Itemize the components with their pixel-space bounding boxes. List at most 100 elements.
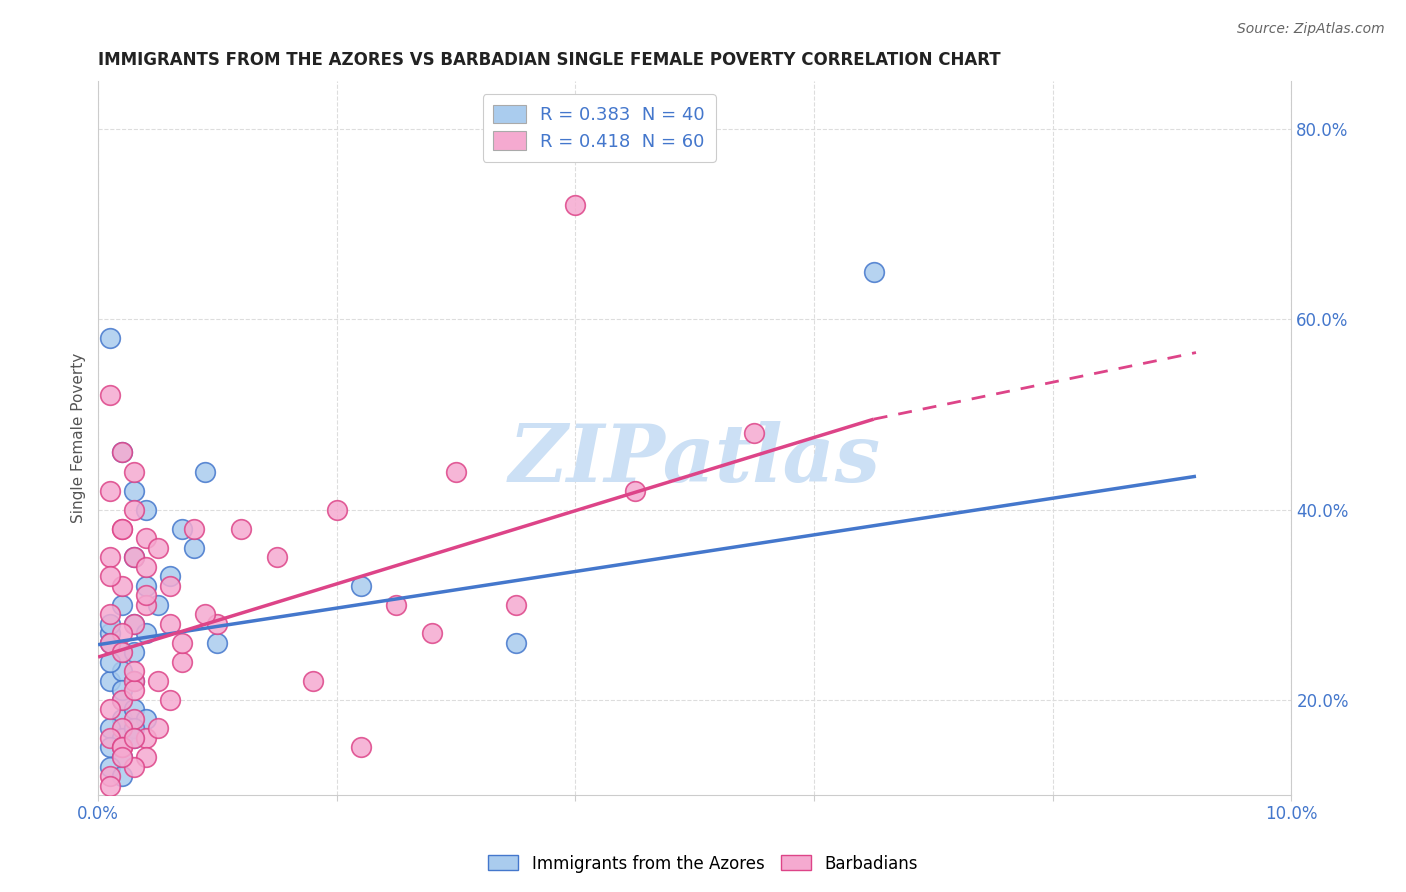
Point <box>122 616 145 631</box>
Point <box>231 522 253 536</box>
Point <box>111 722 134 736</box>
Point <box>624 483 647 498</box>
Point <box>98 483 121 498</box>
Point <box>111 693 134 707</box>
Point <box>122 731 145 745</box>
Point <box>159 569 181 583</box>
Point <box>111 598 134 612</box>
Point <box>98 655 121 669</box>
Point <box>744 426 766 441</box>
Point <box>111 693 134 707</box>
Point <box>98 331 121 345</box>
Text: Source: ZipAtlas.com: Source: ZipAtlas.com <box>1237 22 1385 37</box>
Point <box>111 645 134 659</box>
Point <box>266 550 288 565</box>
Point <box>98 673 121 688</box>
Point <box>122 483 145 498</box>
Point <box>146 673 169 688</box>
Point <box>98 626 121 640</box>
Point <box>98 740 121 755</box>
Point <box>170 636 193 650</box>
Point <box>122 616 145 631</box>
Point <box>444 465 467 479</box>
Point <box>98 702 121 716</box>
Point <box>194 465 217 479</box>
Point <box>122 673 145 688</box>
Point <box>170 522 193 536</box>
Point <box>122 722 145 736</box>
Point <box>135 588 157 602</box>
Point <box>183 541 205 555</box>
Point <box>135 750 157 764</box>
Point <box>207 636 229 650</box>
Point <box>170 655 193 669</box>
Point <box>135 579 157 593</box>
Point <box>111 579 134 593</box>
Point <box>122 683 145 698</box>
Point <box>122 702 145 716</box>
Point <box>135 531 157 545</box>
Point <box>98 722 121 736</box>
Point <box>111 522 134 536</box>
Point <box>122 550 145 565</box>
Point <box>98 388 121 402</box>
Point <box>122 759 145 773</box>
Y-axis label: Single Female Poverty: Single Female Poverty <box>72 353 86 524</box>
Point <box>98 759 121 773</box>
Point <box>111 731 134 745</box>
Point <box>122 645 145 659</box>
Point <box>111 740 134 755</box>
Point <box>98 616 121 631</box>
Point <box>111 445 134 459</box>
Point <box>111 769 134 783</box>
Point <box>122 665 145 679</box>
Point <box>302 673 325 688</box>
Point <box>98 636 121 650</box>
Point <box>194 607 217 622</box>
Point <box>111 750 134 764</box>
Point <box>159 579 181 593</box>
Text: ZIPatlas: ZIPatlas <box>509 421 880 499</box>
Point <box>135 731 157 745</box>
Text: IMMIGRANTS FROM THE AZORES VS BARBADIAN SINGLE FEMALE POVERTY CORRELATION CHART: IMMIGRANTS FROM THE AZORES VS BARBADIAN … <box>98 51 1001 69</box>
Point <box>135 502 157 516</box>
Point <box>505 636 527 650</box>
Point <box>98 550 121 565</box>
Point <box>385 598 408 612</box>
Point <box>98 607 121 622</box>
Point <box>98 779 121 793</box>
Point <box>349 579 371 593</box>
Point <box>98 636 121 650</box>
Legend: R = 0.383  N = 40, R = 0.418  N = 60: R = 0.383 N = 40, R = 0.418 N = 60 <box>482 94 716 161</box>
Point <box>122 550 145 565</box>
Point <box>122 712 145 726</box>
Point <box>98 569 121 583</box>
Point <box>207 616 229 631</box>
Point <box>420 626 443 640</box>
Point <box>111 626 134 640</box>
Point <box>135 598 157 612</box>
Point <box>111 740 134 755</box>
Point <box>111 445 134 459</box>
Point <box>111 522 134 536</box>
Point <box>122 502 145 516</box>
Point <box>349 740 371 755</box>
Point <box>159 693 181 707</box>
Point <box>183 522 205 536</box>
Point <box>146 722 169 736</box>
Point <box>98 769 121 783</box>
Point <box>111 645 134 659</box>
Point <box>146 541 169 555</box>
Legend: Immigrants from the Azores, Barbadians: Immigrants from the Azores, Barbadians <box>481 848 925 880</box>
Point <box>122 465 145 479</box>
Point <box>111 750 134 764</box>
Point <box>111 665 134 679</box>
Point <box>122 731 145 745</box>
Point <box>159 616 181 631</box>
Point <box>564 198 586 212</box>
Point <box>325 502 347 516</box>
Point <box>111 712 134 726</box>
Point <box>505 598 527 612</box>
Point <box>135 712 157 726</box>
Point <box>111 683 134 698</box>
